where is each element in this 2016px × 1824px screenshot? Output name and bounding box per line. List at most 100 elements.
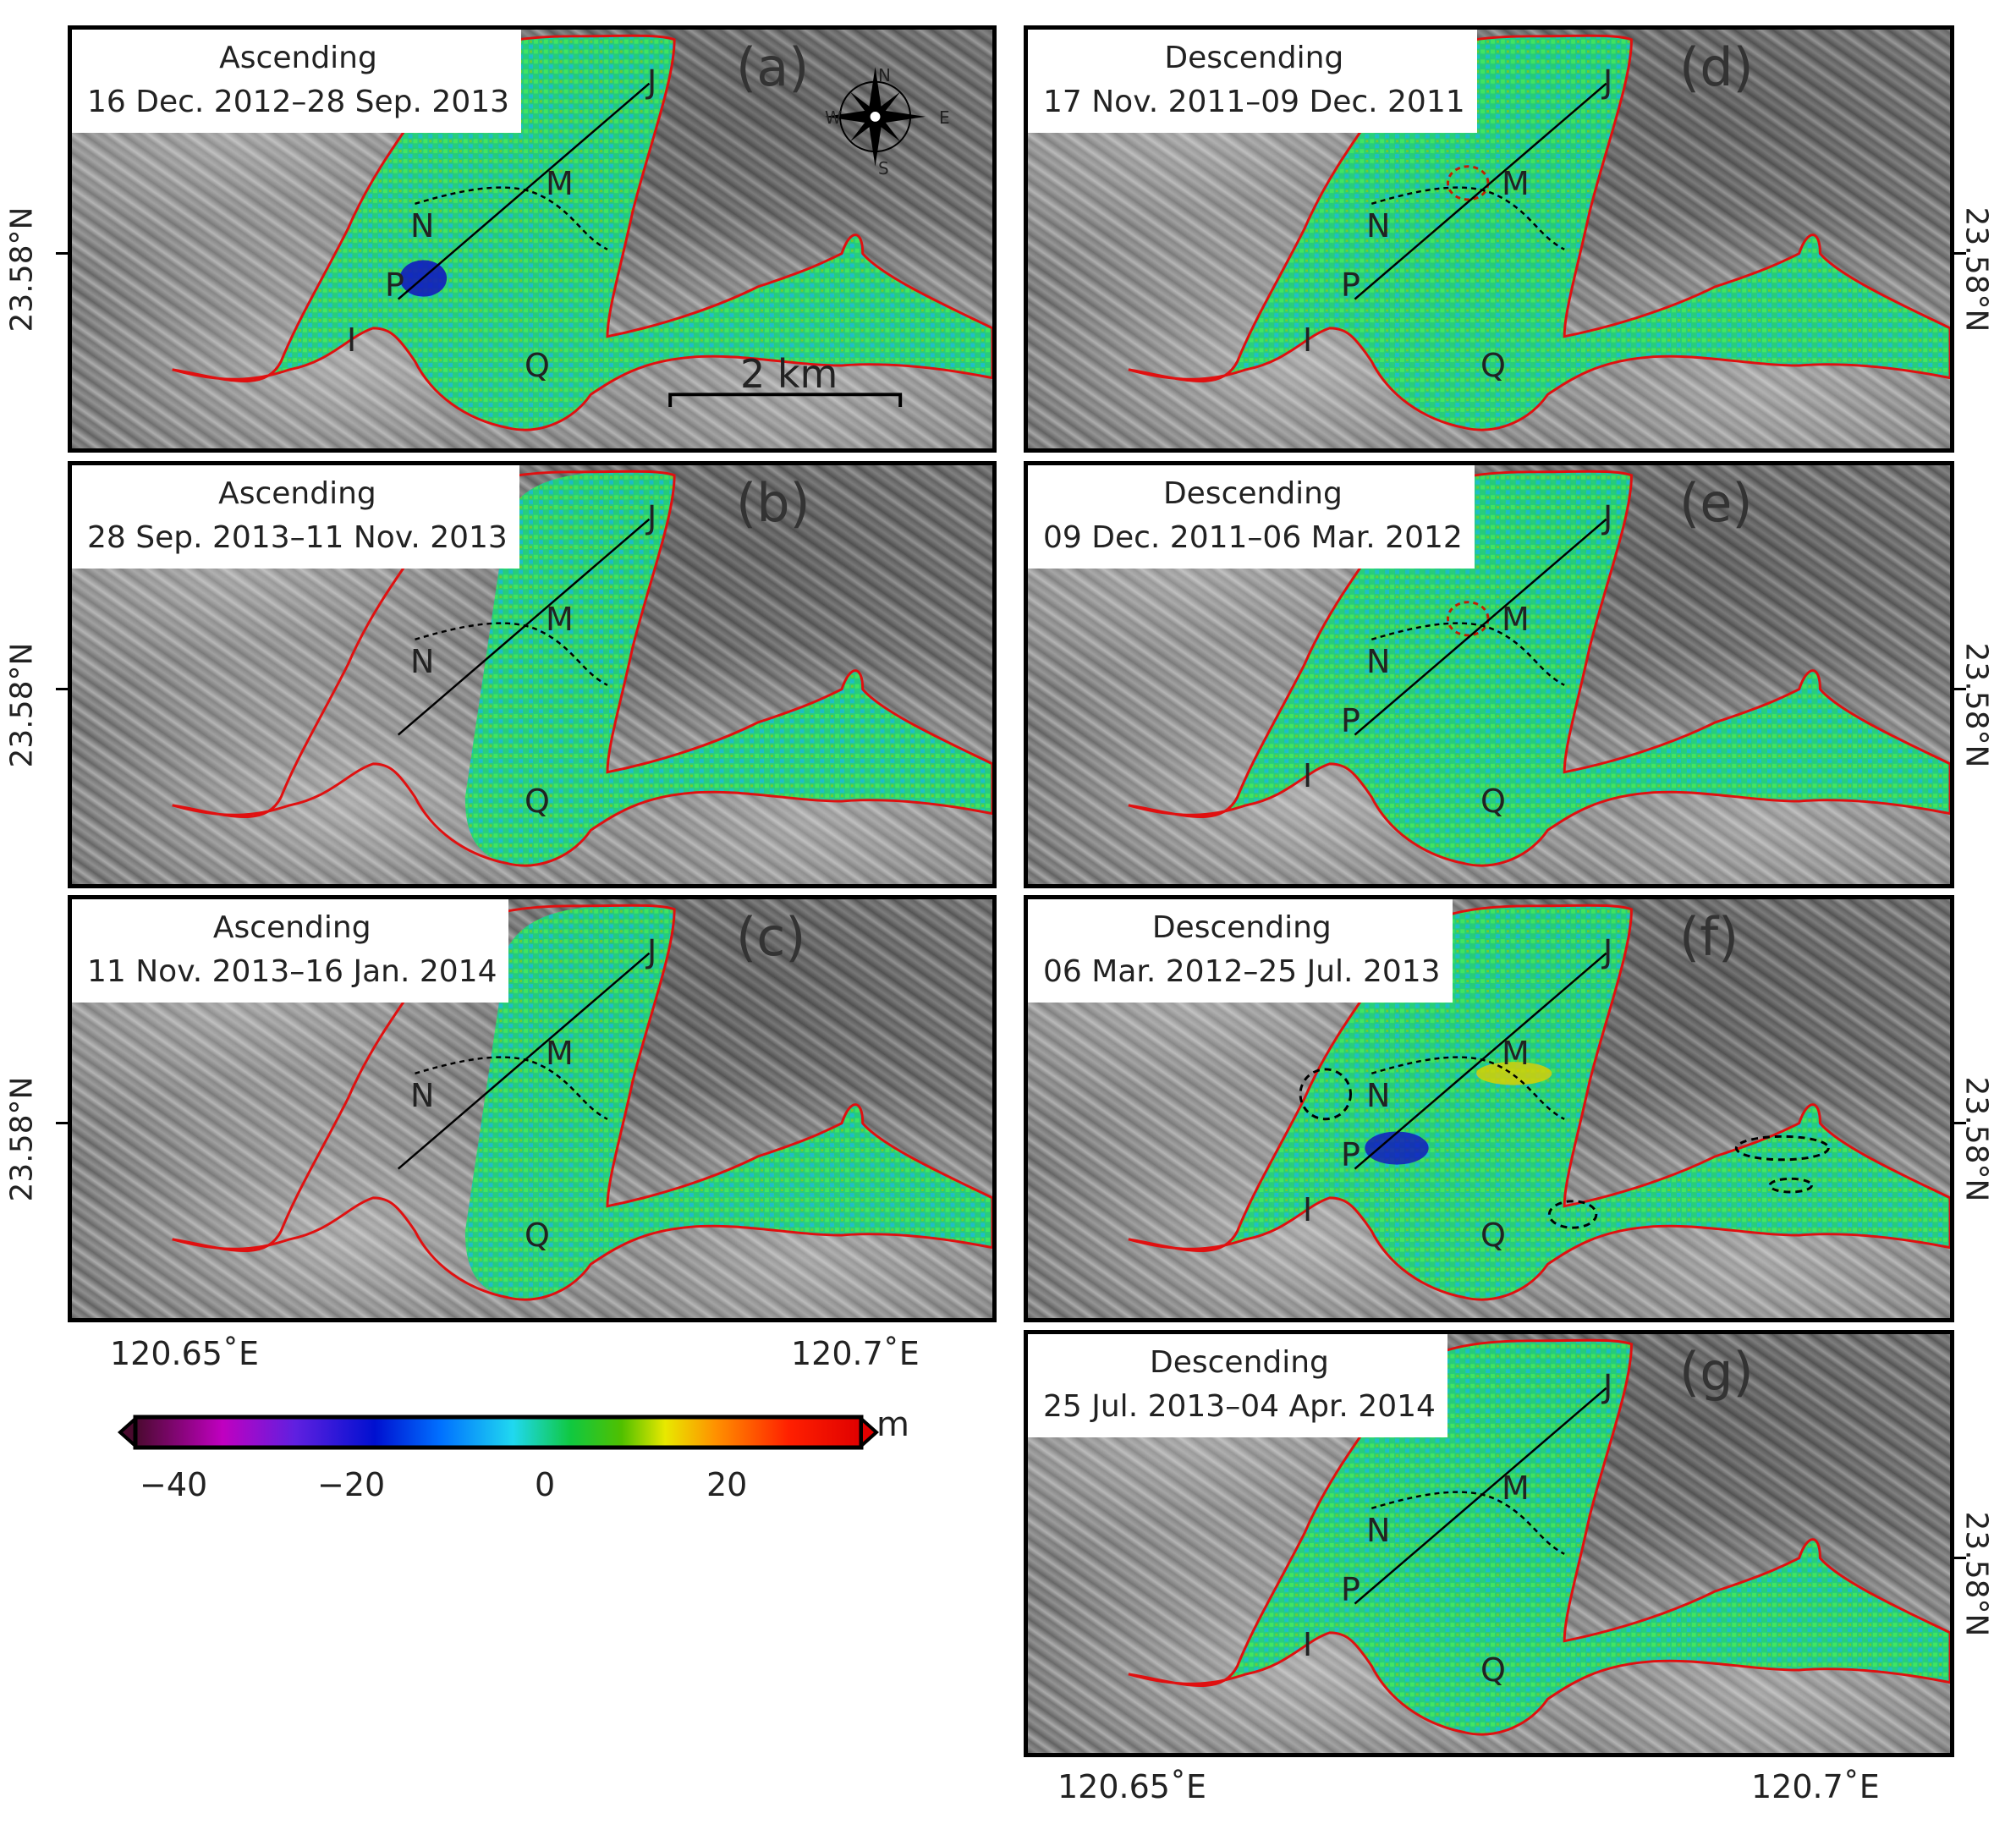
displacement-field [172,36,992,431]
panel-title-box: Descending 09 Dec. 2011–06 Mar. 2012 [1028,465,1475,569]
point-label-M: M [1502,1470,1530,1507]
date-range: 25 Jul. 2013–04 Apr. 2014 [1043,1389,1436,1424]
panel-title-box: Descending 17 Nov. 2011–09 Dec. 2011 [1028,30,1477,133]
point-label-J: J [1603,499,1613,536]
point-label-M: M [546,165,574,202]
point-label-J: J [647,499,657,536]
scarp-line [1371,1056,1565,1120]
point-label-M: M [546,1035,574,1072]
date-range: 17 Nov. 2011–09 Dec. 2011 [1043,85,1465,119]
panel-title-box: Descending 25 Jul. 2013–04 Apr. 2014 [1028,1334,1447,1437]
compass-letter-e: E [939,107,950,128]
point-label-N: N [410,1077,435,1114]
colorbar-ramp [133,1415,864,1450]
point-label-M: M [1502,601,1530,638]
latitude-label: 23.58°N [1958,206,1994,332]
latitude-tick [1954,1557,1966,1559]
panel-title-box: Ascending 28 Sep. 2013–11 Nov. 2013 [72,465,519,569]
colorbar-unit: m [876,1405,909,1444]
point-label-P: P [1341,266,1360,304]
scarp-line [1371,622,1565,686]
panel-title-box: Ascending 16 Dec. 2012–28 Sep. 2013 [72,30,522,133]
scarp-line [1371,1491,1565,1555]
point-label-P: P [1341,702,1360,739]
colorbar: m −40 −20 0 20 [110,1400,909,1519]
point-label-N: N [410,643,435,680]
map-panel-f: Descending 06 Mar. 2012–25 Jul. 2013 (f) J M… [1024,895,1954,1322]
positive-anomaly [1476,1062,1552,1085]
panel-label: (a) [736,36,810,98]
dashed-region [1547,1200,1598,1229]
panel-label: (f) [1679,906,1739,968]
latitude-tick [1954,1122,1966,1124]
displacement-field [464,471,992,866]
date-range: 11 Nov. 2013–16 Jan. 2014 [87,954,497,989]
map-panel-a: Ascending 16 Dec. 2012–28 Sep. 2013 (a) J M N… [68,25,997,453]
point-label-J: J [647,63,657,101]
lon-label-left-1: 120.65˚E [110,1335,259,1372]
scale-bar [668,393,903,407]
point-label-Q: Q [525,783,550,820]
map-panel-g: Descending 25 Jul. 2013–04 Apr. 2014 (g) J M… [1024,1330,1954,1757]
track-direction: Ascending [212,910,371,945]
point-label-N: N [1366,207,1391,244]
point-label-P: P [385,266,404,304]
point-label-I: I [1303,757,1313,794]
dashed-region [1446,601,1490,637]
displacement-field [1128,905,1950,1300]
point-label-J: J [1603,63,1613,101]
latitude-label: 23.58°N [4,1076,40,1202]
dashed-region [1768,1177,1813,1194]
track-direction: Descending [1164,41,1344,75]
profile-line [1354,952,1607,1170]
point-label-M: M [1502,165,1530,202]
point-label-N: N [1366,643,1391,680]
point-label-Q: Q [1480,1651,1506,1689]
colorbar-min-arrow [117,1415,137,1450]
point-label-I: I [1303,321,1313,359]
displacement-field [1128,36,1950,431]
compass-letter-w: W [825,107,842,128]
latitude-label: 23.58°N [1958,642,1994,768]
latitude-tick [56,688,68,690]
displacement-field [464,905,992,1300]
point-label-J: J [1603,933,1613,970]
dashed-region [1734,1135,1830,1162]
map-panel-b: Ascending 28 Sep. 2013–11 Nov. 2013 (b) J M N… [68,461,997,888]
displacement-overlay [172,34,992,431]
profile-line [397,518,651,736]
panel-title-box: Descending 06 Mar. 2012–25 Jul. 2013 [1028,899,1453,1003]
colorbar-graphic [117,1415,880,1450]
point-label-J: J [647,933,657,970]
profile-line [1354,82,1607,300]
latitude-label: 23.58°N [4,642,40,768]
track-direction: Ascending [219,41,377,75]
point-label-M: M [1502,1035,1530,1072]
scarp-line [415,186,608,250]
lon-label-right-1: 120.65˚E [1057,1768,1206,1805]
latitude-label: 23.58°N [4,206,40,332]
displacement-field [1128,1340,1950,1735]
panel-label: (e) [1679,472,1753,534]
lon-label-right-2: 120.7˚E [1751,1768,1880,1805]
scarp-line [415,1056,608,1120]
lon-label-left-2: 120.7˚E [791,1335,920,1372]
profile-line [397,82,651,300]
point-label-Q: Q [525,347,550,384]
latitude-label: 23.58°N [1958,1511,1994,1637]
displacement-field [1128,471,1950,866]
colorbar-tick-1: −40 [140,1466,208,1503]
date-range: 16 Dec. 2012–28 Sep. 2013 [87,85,510,119]
dashed-region [1446,165,1490,201]
point-label-Q: Q [1480,1217,1506,1254]
panel-label: (g) [1679,1341,1754,1403]
point-label-N: N [1366,1512,1391,1549]
latitude-tick [1954,688,1966,690]
compass-letter-s: S [878,158,889,179]
date-range: 09 Dec. 2011–06 Mar. 2012 [1043,520,1463,555]
point-label-I: I [1303,1626,1313,1663]
panel-label: (b) [736,472,810,534]
panel-label: (c) [736,906,806,968]
track-direction: Descending [1162,476,1343,511]
point-label-Q: Q [1480,783,1506,820]
